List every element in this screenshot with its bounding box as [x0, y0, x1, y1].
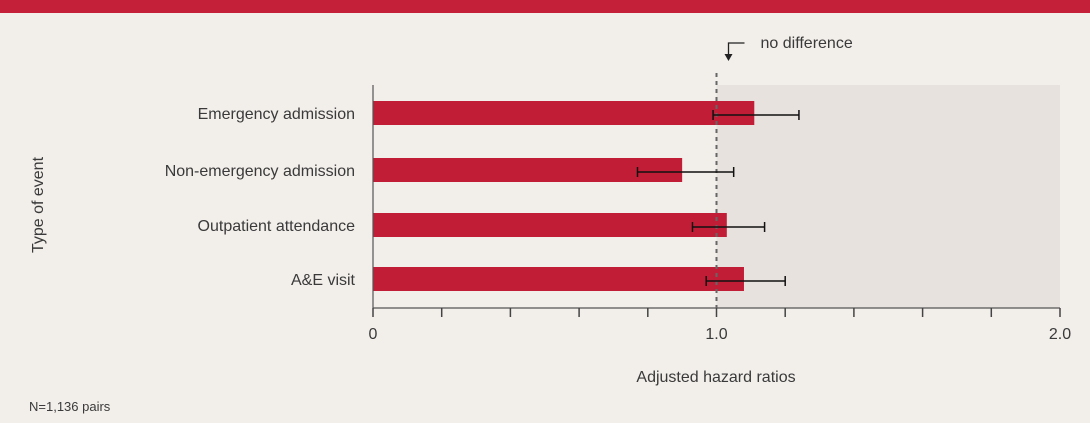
- bar-1: [373, 158, 683, 182]
- x-tick-label-0: 0: [369, 326, 378, 343]
- reference-line-label: no difference: [761, 35, 853, 52]
- x-tick-label-1: 1.0: [705, 326, 727, 343]
- category-label-1: Non-emergency admission: [165, 163, 355, 180]
- sample-size-note: N=1,136 pairs: [29, 399, 111, 414]
- bar-2: [373, 213, 727, 237]
- y-axis-title: Type of event: [30, 156, 47, 253]
- annotation-arrow-icon: [724, 54, 733, 61]
- category-label-0: Emergency admission: [198, 106, 355, 123]
- category-label-2: Outpatient attendance: [198, 218, 356, 235]
- x-axis-title: Adjusted hazard ratios: [636, 369, 795, 386]
- bar-0: [373, 101, 755, 125]
- x-tick-label-2: 2.0: [1049, 326, 1071, 343]
- annotation-leader-line: [727, 42, 745, 54]
- category-label-3: A&E visit: [291, 272, 356, 289]
- hazard-increase-region: [716, 85, 1060, 308]
- header-accent-bar: [0, 0, 1090, 13]
- bar-3: [373, 267, 744, 291]
